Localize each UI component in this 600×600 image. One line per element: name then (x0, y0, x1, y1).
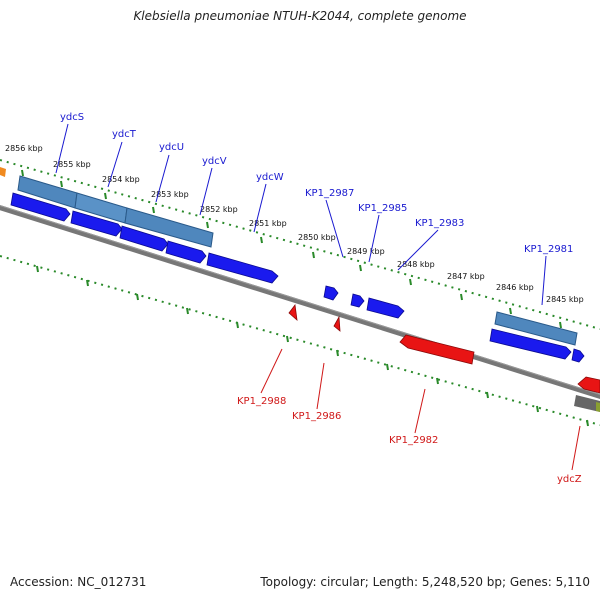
upper-tick-track (0, 159, 600, 330)
gene-bar (124, 207, 214, 248)
forward-gene-label: ydcV (202, 156, 227, 167)
forward-cds-arrow (119, 225, 169, 252)
kbp-label: 2853 kbp (151, 190, 189, 199)
upper-major-ticks (21, 169, 562, 329)
kbp-label: 2854 kbp (102, 175, 140, 184)
gene-bar-olive (596, 402, 600, 412)
reverse-gene-label: KP1_2982 (389, 435, 438, 446)
kbp-label: 2849 kbp (347, 247, 385, 256)
forward-cds-arrow (571, 348, 585, 363)
forward-leader-lines (55, 123, 547, 306)
forward-gene-label: KP1_2983 (415, 218, 464, 229)
forward-cds-arrows (10, 192, 585, 363)
forward-cds-arrow (350, 293, 365, 308)
map-title: Klebsiella pneumoniae NTUH-K2044, comple… (133, 9, 467, 23)
lower-major-ticks (36, 265, 589, 427)
forward-cds-arrow (70, 210, 123, 237)
lower-tick-track (0, 255, 600, 426)
kbp-label: 2845 kbp (546, 295, 584, 304)
reverse-leader-lines (260, 348, 581, 471)
reverse-cds-arrow (288, 303, 298, 322)
forward-gene-label: ydcS (60, 112, 84, 123)
reverse-cds-arrow (399, 334, 475, 365)
reverse-cds-arrows (288, 303, 600, 394)
orange-gene-marker (0, 167, 6, 177)
forward-gene-label: ydcU (159, 142, 184, 153)
forward-cds-arrow (489, 328, 572, 360)
kbp-label: 2852 kbp (200, 205, 238, 214)
genome-summary-text: Topology: circular; Length: 5,248,520 bp… (260, 575, 590, 589)
reverse-cds-arrow (333, 315, 341, 332)
gene-bar (494, 311, 578, 346)
genome-backbone-highlight (0, 205, 600, 395)
gene-bars (17, 175, 600, 412)
forward-cds-arrow (366, 297, 405, 319)
reverse-gene-label: KP1_2986 (292, 411, 341, 422)
forward-cds-arrow (10, 192, 71, 222)
reverse-cds-arrow (577, 376, 600, 394)
forward-cds-arrow (323, 285, 339, 301)
kbp-label: 2855 kbp (53, 160, 91, 169)
forward-gene-label: ydcT (112, 129, 137, 140)
forward-gene-label: KP1_2981 (524, 244, 573, 255)
kbp-label: 2856 kbp (5, 144, 43, 153)
kbp-label: 2850 kbp (298, 233, 336, 242)
accession-text: Accession: NC_012731 (10, 575, 147, 589)
genome-backbone (0, 204, 600, 400)
kbp-label: 2851 kbp (249, 219, 287, 228)
forward-cds-arrow (206, 252, 279, 284)
forward-cds-arrow (165, 240, 207, 264)
kbp-label: 2847 kbp (447, 272, 485, 281)
forward-gene-label: ydcW (256, 172, 284, 183)
kbp-label: 2848 kbp (397, 260, 435, 269)
forward-gene-label: KP1_2987 (305, 188, 354, 199)
reverse-gene-label: KP1_2988 (237, 396, 286, 407)
forward-gene-label: KP1_2985 (358, 203, 407, 214)
kbp-label: 2846 kbp (496, 283, 534, 292)
gene-bar-gray (574, 395, 600, 412)
reverse-gene-label: ydcZ (557, 474, 582, 485)
